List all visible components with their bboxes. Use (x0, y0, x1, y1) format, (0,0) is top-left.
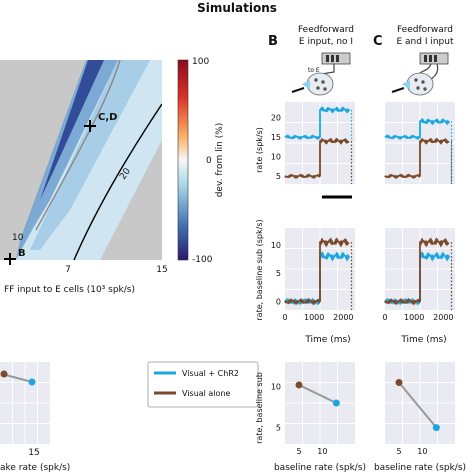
colorbar: 100 0 -100 dev. from lin (%) (177, 57, 225, 265)
b-sub-ylabel: rate, baseline sub (spk/s) (255, 219, 264, 320)
scatter-point-0 (395, 379, 403, 386)
scatter-point-1 (332, 399, 340, 407)
contour-20 (73, 103, 162, 260)
y-tick-label: 5 (276, 269, 281, 278)
scatter-connector (298, 384, 337, 404)
panel-b-desc-1: Feedforward (298, 25, 354, 35)
legend-label-visual: Visual alone (182, 389, 231, 398)
series-line-1 (284, 236, 350, 306)
a-scatter-xtick: 15 (28, 448, 39, 458)
chart-a-scatter (0, 362, 50, 444)
series-line-1 (284, 137, 350, 180)
schematic-b: to E (291, 52, 351, 96)
a-scatter-panel: 15 ake rate (spk/s) (0, 448, 70, 473)
contour-10-label: 10 (12, 233, 24, 243)
c-sub-xlabel: Time (ms) (400, 335, 446, 345)
panel-b-label: B (268, 34, 278, 49)
scatter-point-0 (0, 370, 8, 378)
x-tick-label: 0 (382, 313, 387, 322)
chart-b-rate: 5 10 15 20 (271, 102, 355, 184)
colorbar-tick-neg100: -100 (192, 255, 213, 265)
y-tick-label: 10 (271, 153, 281, 162)
chart-c-scatter: 5 10 (385, 362, 455, 456)
chart-b-sub: 0 5 10 0 1000 2000 (271, 228, 355, 322)
b-rate-ylabel: rate (spk/s) (255, 127, 264, 173)
scatter-connector (398, 381, 438, 429)
y-tick-label: 10 (271, 241, 281, 250)
y-tick-label: 5 (276, 172, 281, 181)
heatmap-mid-band (30, 60, 150, 250)
chart-c-sub: 0 1000 2000 (382, 228, 455, 322)
x-tick-label: 10 (317, 447, 327, 456)
a-scatter-xlabel: ake rate (spk/s) (0, 463, 70, 473)
schematic-b-label: to E (308, 67, 320, 74)
y-tick-label: 15 (271, 133, 281, 142)
marker-cd-label: C,D (98, 112, 117, 123)
legend: Visual + ChR2 Visual alone (147, 361, 259, 408)
y-tick-label: 20 (271, 114, 281, 123)
panel-b-desc-2: E input, no I (299, 37, 353, 47)
b-scatter-ylabel: rate, baseline sub (255, 372, 264, 444)
panel-c-desc-2: E and I input (396, 37, 453, 47)
scatter-point-0 (295, 381, 303, 389)
x-tick-label: 0 (282, 313, 287, 322)
series-line-1 (384, 137, 450, 180)
marker-b: B (4, 248, 26, 265)
x-tick-label: 5 (396, 447, 401, 456)
chart-b-scatter: 5 10 5 10 (271, 362, 355, 456)
b-sub-xlabel: Time (ms) (304, 335, 350, 345)
x-tick-label: 10 (417, 447, 427, 456)
x-tick-label: 1000 (304, 313, 324, 322)
colorbar-tick-100: 100 (192, 57, 209, 67)
scatter-point-1 (432, 424, 440, 432)
colorbar-label: dev. from lin (%) (215, 123, 225, 198)
schematic-c (391, 52, 449, 96)
series-line-0 (384, 117, 450, 141)
heatmap-high-band (16, 60, 118, 260)
heatmap-core-band (40, 60, 104, 200)
marker-cd: C,D (84, 112, 117, 132)
series-line-0 (284, 106, 350, 141)
y-tick-label: 5 (276, 424, 281, 433)
heatmap-xlabel: FF input to E cells (10³ spk/s) (4, 285, 135, 295)
x-tick-label: 2000 (433, 313, 453, 322)
colorbar-tick-0: 0 (206, 156, 212, 166)
panel-c-label: C (373, 34, 383, 49)
x-tick-label: 5 (296, 447, 301, 456)
scatter-point-1 (28, 378, 36, 386)
legend-label-chr2: Visual + ChR2 (182, 369, 239, 378)
y-tick-label: 0 (276, 298, 281, 307)
panel-c-desc-1: Feedforward (397, 25, 453, 35)
chart-c-rate (384, 102, 455, 184)
heatmap-xtick-7: 7 (65, 265, 71, 275)
heatmap-panel: 10 20 C,D B 7 15 FF input to E cells (10… (0, 60, 168, 295)
c-scatter-xlabel: baseline rate (spk/s) (374, 463, 466, 473)
x-tick-label: 2000 (333, 313, 353, 322)
x-tick-label: 1000 (404, 313, 424, 322)
b-scatter-xlabel: baseline rate (spk/s) (274, 463, 366, 473)
figure-title: Simulations (197, 1, 277, 15)
series-line-1 (384, 236, 450, 306)
heatmap-xtick-15: 15 (156, 265, 167, 275)
marker-b-label: B (18, 248, 26, 259)
y-tick-label: 10 (271, 383, 281, 392)
